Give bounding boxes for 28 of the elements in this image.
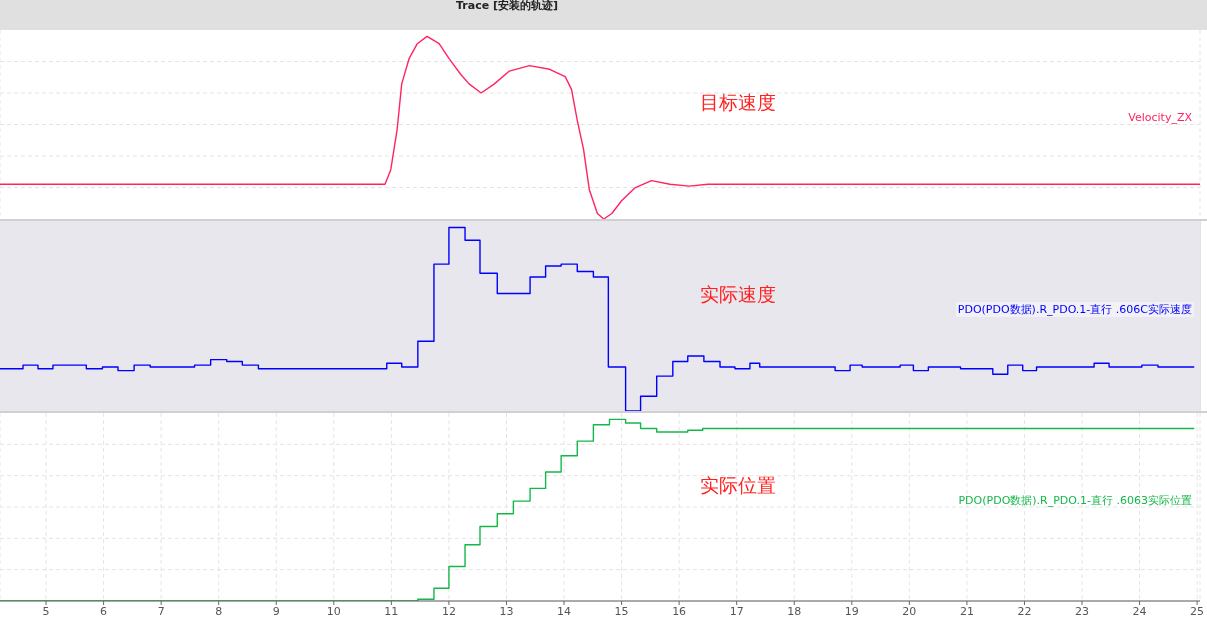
- text: PDO(PDO数据).R_PDO.1-直行 .606C实际速度: [955, 302, 1194, 318]
- x-tick-label: 8: [215, 604, 223, 618]
- x-tick-label: 25: [1190, 604, 1205, 618]
- x-tick-label: 24: [1132, 604, 1147, 618]
- x-tick-label: 5: [42, 604, 50, 618]
- annotation: 目标速度: [700, 90, 776, 116]
- text: Velocity_ZX: [1127, 110, 1193, 124]
- x-tick-label: 12: [441, 604, 456, 618]
- x-tick-label: 13: [499, 604, 514, 618]
- x-tick-label: 19: [844, 604, 859, 618]
- x-tick-label: 20: [902, 604, 917, 618]
- x-tick-label: 22: [1017, 604, 1032, 618]
- x-tick-label: 10: [326, 604, 341, 618]
- x-tick-label: 7: [157, 604, 165, 618]
- chart-title: Trace [安装的轨迹]: [456, 0, 559, 13]
- x-tick-label: 15: [614, 604, 629, 618]
- x-tick-label: 18: [787, 604, 802, 618]
- x-tick-label: 23: [1075, 604, 1090, 618]
- x-tick-label: 6: [100, 604, 108, 618]
- x-tick-label: 21: [959, 604, 974, 618]
- text: PDO(PDO数据).R_PDO.1-直行 .6063实际位置: [957, 493, 1193, 509]
- annotation: 实际位置: [700, 473, 776, 499]
- x-tick-label: 9: [272, 604, 280, 618]
- annotation: 实际速度: [700, 281, 776, 307]
- x-tick-label: 17: [729, 604, 744, 618]
- x-tick-label: 14: [557, 604, 572, 618]
- x-tick-label: 16: [672, 604, 687, 618]
- x-tick-label: 11: [384, 604, 399, 618]
